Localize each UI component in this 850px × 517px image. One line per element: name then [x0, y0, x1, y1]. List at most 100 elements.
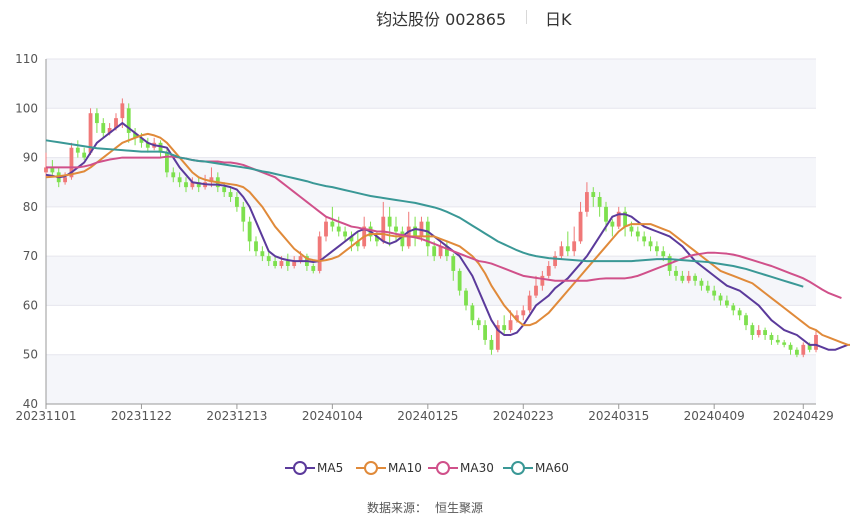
candle-body — [222, 187, 227, 193]
candle-body — [763, 330, 767, 335]
candle-body — [540, 275, 545, 286]
candle-body — [432, 246, 437, 257]
candle-body — [196, 182, 201, 188]
candle-body — [686, 275, 691, 281]
legend-marker-ma30 — [428, 461, 458, 475]
candle-body — [145, 142, 150, 148]
candle-body — [171, 172, 176, 178]
candle-body — [483, 325, 487, 340]
candle-body — [680, 275, 685, 281]
x-tick-label: 20231101 — [15, 409, 76, 423]
x-tick-label: 20240409 — [684, 409, 745, 423]
legend-label-ma10: MA10 — [388, 461, 422, 475]
legend-item-ma10[interactable]: MA10 — [356, 458, 422, 478]
period-label[interactable]: 日K — [545, 10, 572, 29]
candle-body — [502, 325, 507, 331]
candle-body — [572, 241, 577, 252]
candle-body — [578, 211, 583, 242]
candle-body — [534, 285, 538, 296]
candle-body — [50, 167, 55, 173]
candle-body — [731, 305, 736, 311]
grid-band — [46, 157, 816, 207]
series-line-ma60 — [45, 139, 804, 288]
candle-body — [266, 256, 271, 262]
candle-body — [470, 305, 475, 321]
series-line-ma10 — [45, 132, 850, 346]
candle-body — [725, 300, 729, 306]
x-tick-label: 20240223 — [493, 409, 554, 423]
candle-body — [489, 339, 494, 350]
candle-body — [82, 152, 87, 158]
series-line-ma5 — [45, 122, 849, 351]
candle-body — [521, 310, 526, 316]
legend-marker-ma5 — [285, 461, 315, 475]
candle-body — [629, 226, 634, 232]
candle-body — [273, 261, 277, 266]
candle-body — [655, 246, 659, 252]
candle-body — [292, 261, 297, 266]
candle-body — [814, 335, 818, 350]
candle-body — [756, 330, 761, 335]
candle-body — [63, 177, 67, 183]
candle-body — [775, 339, 780, 343]
candle-body — [559, 246, 564, 257]
candle-body — [235, 197, 239, 207]
candle-body — [88, 113, 93, 153]
x-tick-label: 20240315 — [588, 409, 649, 423]
candle-body — [642, 236, 647, 242]
legend-item-ma60[interactable]: MA60 — [503, 458, 569, 478]
candle-body — [648, 241, 653, 247]
candle-body — [177, 177, 182, 183]
candle-body — [343, 231, 347, 237]
title-divider — [526, 10, 527, 24]
candle-body — [75, 147, 80, 153]
candle-body — [209, 177, 214, 183]
chart-header: 钧达股份 002865 日K — [0, 6, 850, 29]
source-label: 数据来源： — [366, 501, 427, 515]
candle-body — [464, 290, 468, 306]
legend-label-ma60: MA60 — [535, 461, 569, 475]
candle-body — [330, 221, 335, 227]
candle-body — [114, 118, 118, 128]
legend-item-ma5[interactable]: MA5 — [285, 458, 343, 478]
candle-body — [101, 123, 106, 133]
candle-body — [744, 315, 748, 326]
candle-body — [254, 241, 258, 252]
candle-body — [184, 182, 188, 188]
candle-body — [623, 211, 627, 227]
y-tick-label: 60 — [23, 298, 38, 312]
candle-body — [400, 231, 405, 247]
candle-body — [285, 261, 290, 266]
candle-body — [126, 108, 131, 133]
data-source: 数据来源： 恒生聚源 — [0, 499, 850, 516]
candle-body — [795, 349, 799, 355]
candle-body — [546, 266, 551, 276]
candle-body — [381, 216, 386, 242]
candle-body — [311, 266, 316, 271]
candle-body — [139, 137, 144, 143]
candle-body — [801, 344, 806, 355]
x-tick-label: 20231213 — [206, 409, 267, 423]
candle-body — [635, 231, 640, 237]
candle-body — [349, 236, 354, 242]
x-tick-label: 20231122 — [111, 409, 172, 423]
legend-item-ma30[interactable]: MA30 — [428, 458, 494, 478]
candle-body — [438, 246, 443, 257]
legend-marker-ma60 — [503, 461, 533, 475]
candle-body — [247, 221, 252, 242]
candle-body — [616, 211, 621, 227]
candle-body — [95, 113, 99, 124]
y-tick-label: 110 — [15, 52, 38, 66]
legend-marker-ma10 — [356, 461, 386, 475]
candle-body — [553, 256, 557, 266]
chart-title: 钧达股份 002865 — [376, 10, 507, 29]
candle-body — [457, 270, 462, 291]
y-tick-label: 100 — [15, 101, 38, 115]
candle-body — [279, 261, 284, 266]
y-tick-label: 40 — [23, 397, 38, 411]
candle-body — [699, 280, 704, 286]
candle-body — [120, 103, 125, 119]
candle-body — [445, 246, 449, 257]
